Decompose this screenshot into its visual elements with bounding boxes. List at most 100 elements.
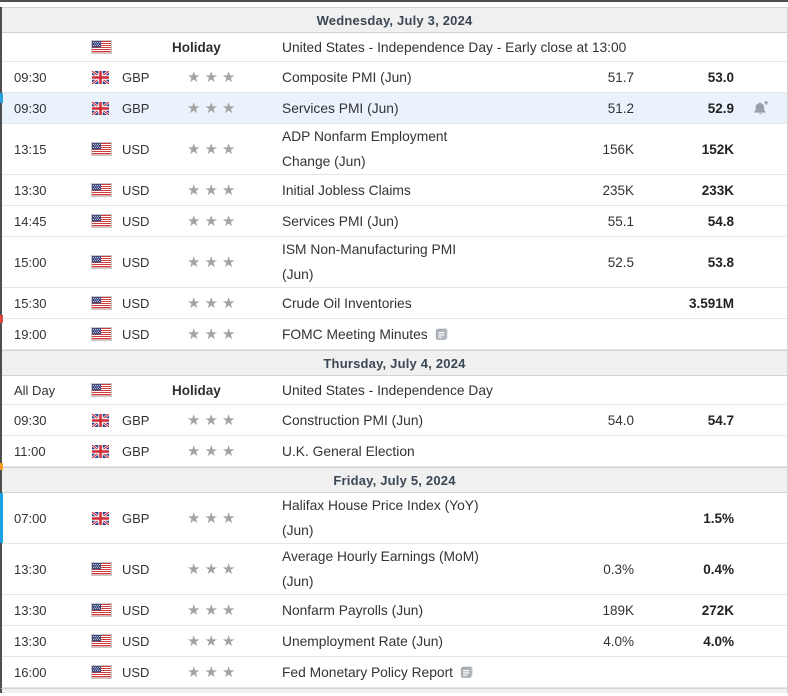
event-link[interactable]: Crude Oil Inventories: [282, 295, 412, 311]
flag-cell: [80, 384, 122, 396]
event-link[interactable]: Initial Jobless Claims: [282, 182, 411, 198]
event-cell: FOMC Meeting Minutes: [282, 322, 534, 347]
flag-cell: [80, 511, 122, 525]
event-time: 14:45: [14, 213, 47, 229]
previous-value: 1.5%: [703, 510, 734, 526]
event-row[interactable]: All Day: [2, 376, 787, 405]
importance-stars: ★★★: [187, 326, 240, 342]
us-flag-icon: [92, 604, 111, 616]
flag-cell: [80, 256, 122, 268]
event-time: 07:00: [14, 510, 47, 526]
importance-stars: ★★★: [187, 664, 240, 680]
event-time: 15:00: [14, 254, 47, 270]
next-date-header-peek: [0, 688, 788, 693]
importance-stars: ★★★: [187, 295, 240, 311]
event-row[interactable]: 19:00 USD: [0, 315, 787, 350]
event-row[interactable]: 13:30 USD: [2, 175, 787, 206]
event-row[interactable]: 15:00 USD: [2, 237, 787, 288]
event-link[interactable]: Unemployment Rate (Jun): [282, 633, 444, 649]
flag-cell: [80, 41, 122, 53]
previous-value: 54.8: [707, 213, 734, 229]
flag-cell: [80, 666, 122, 678]
forecast-value: 51.7: [607, 69, 634, 85]
alert-cell: [734, 100, 787, 116]
event-cell: Fed Monetary Policy Report: [282, 660, 534, 685]
event-cell: Services PMI (Jun): [282, 96, 534, 121]
holiday-label: Holiday: [172, 382, 221, 398]
event-row[interactable]: 13:30 USD: [2, 544, 787, 595]
date-label: Wednesday, July 3, 2024: [316, 12, 473, 28]
event-time: 11:00: [14, 443, 46, 459]
event-link[interactable]: FOMC Meeting Minutes: [282, 326, 428, 342]
event-row[interactable]: 09:30 GBP ★★★ Construction PMI (Jun) 54.…: [2, 405, 787, 436]
flag-cell: [80, 604, 122, 616]
event-time: 16:00: [14, 664, 47, 680]
previous-value: 4.0%: [703, 633, 734, 649]
event-row[interactable]: Holiday United States - Independence Day…: [2, 33, 787, 62]
event-link[interactable]: Construction PMI (Jun): [282, 412, 424, 428]
forecast-value: 52.5: [607, 254, 634, 270]
currency-code: GBP: [122, 412, 150, 428]
event-time: 13:30: [14, 602, 47, 618]
event-cell: Services PMI (Jun): [282, 209, 534, 234]
event-link[interactable]: U.K. General Election: [282, 443, 415, 459]
holiday-label: Holiday: [172, 39, 221, 55]
currency-code: GBP: [122, 510, 150, 526]
previous-value: 52.9: [707, 100, 734, 116]
event-row[interactable]: 09:30 GBP ★★★ Services PMI (Jun) 51.2 52…: [0, 93, 787, 124]
event-time: 13:30: [14, 633, 47, 649]
top-spacer: [0, 2, 788, 7]
event-link[interactable]: Composite PMI (Jun): [282, 69, 412, 85]
forecast-value: 235K: [602, 182, 634, 198]
event-row[interactable]: 11:00 GBP ★★★ U.K. General Election: [2, 436, 787, 467]
event-cell: U.K. General Election: [282, 439, 534, 464]
event-row[interactable]: 09:30 GBP ★★★ Composite PMI (Jun) 51.7 5…: [2, 62, 787, 93]
report-icon: [460, 666, 473, 678]
importance-stars: ★★★: [187, 561, 240, 577]
us-flag-icon: [92, 384, 111, 396]
event-row[interactable]: 14:45 USD: [2, 206, 787, 237]
event-cell: Average Hourly Earnings (MoM) (Jun): [282, 544, 534, 594]
event-link[interactable]: ADP Nonfarm Employment Change (Jun): [282, 129, 448, 169]
currency-code: USD: [122, 664, 150, 680]
event-time: All Day: [14, 382, 56, 398]
event-link[interactable]: Services PMI (Jun): [282, 213, 399, 229]
currency-code: USD: [122, 326, 150, 342]
us-flag-icon: [92, 297, 111, 309]
event-row[interactable]: 13:15 USD: [2, 124, 787, 175]
event-time: 09:30: [14, 69, 47, 85]
event-link[interactable]: Services PMI (Jun): [282, 100, 399, 116]
currency-code: USD: [122, 602, 150, 618]
event-link[interactable]: Fed Monetary Policy Report: [282, 664, 453, 680]
uk-flag-icon: [92, 101, 109, 115]
event-link[interactable]: United States - Independence Day - Early…: [282, 39, 627, 55]
event-cell: Crude Oil Inventories: [282, 291, 534, 316]
event-row[interactable]: 13:30 USD: [2, 595, 787, 626]
importance-stars: ★★★: [187, 443, 240, 459]
flag-cell: [80, 101, 122, 115]
add-alert-bell-icon[interactable]: [752, 100, 769, 116]
forecast-value: 156K: [602, 141, 634, 157]
event-link[interactable]: Average Hourly Earnings (MoM) (Jun): [282, 549, 479, 589]
event-link[interactable]: ISM Non-Manufacturing PMI (Jun): [282, 242, 457, 282]
importance-stars: ★★★: [187, 254, 240, 270]
event-link[interactable]: United States - Independence Day: [282, 382, 493, 398]
event-row[interactable]: 16:00 USD: [2, 657, 787, 688]
previous-value: 54.7: [707, 412, 734, 428]
us-flag-icon: [92, 328, 111, 340]
forecast-value: 55.1: [607, 213, 634, 229]
previous-value: 272K: [701, 602, 734, 618]
event-link[interactable]: Halifax House Price Index (YoY) (Jun): [282, 498, 479, 538]
uk-flag-icon: [92, 511, 109, 525]
event-row[interactable]: 07:00 GBP ★★★ Halifax House Price Index …: [0, 493, 787, 544]
previous-value: 233K: [701, 182, 734, 198]
event-link[interactable]: Nonfarm Payrolls (Jun): [282, 602, 424, 618]
event-row[interactable]: 15:30 USD: [2, 288, 787, 319]
us-flag-icon: [92, 184, 111, 196]
event-row[interactable]: 13:30 USD: [2, 626, 787, 657]
us-flag-icon: [92, 256, 111, 268]
event-cell: Halifax House Price Index (YoY) (Jun): [282, 493, 534, 543]
importance-stars: ★★★: [187, 602, 240, 618]
flag-cell: [80, 70, 122, 84]
date-header: Thursday, July 4, 2024: [2, 350, 787, 376]
